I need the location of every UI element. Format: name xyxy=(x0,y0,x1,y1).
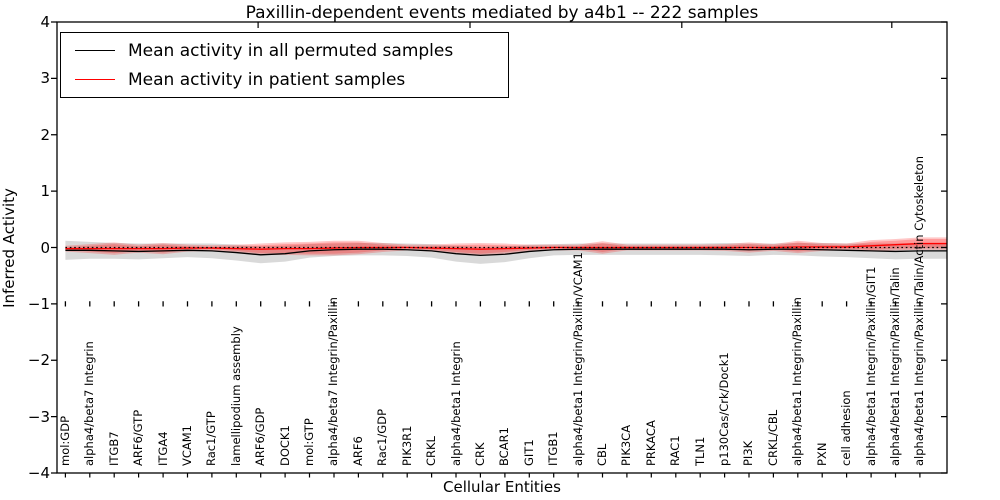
legend-box: Mean activity in all permuted samples Me… xyxy=(60,32,509,98)
axis-ticks xyxy=(51,21,947,478)
x-category-label: PIK3CA xyxy=(619,424,634,466)
x-category-label: DOCK1 xyxy=(277,425,292,466)
y-tick-label: 2 xyxy=(40,125,50,144)
x-category-label: alpha4/beta7 Integrin/Paxillin xyxy=(326,297,341,466)
permuted-std-band xyxy=(65,240,947,264)
patient-line-swatch xyxy=(75,79,115,80)
x-category-label: ARF6/GDP xyxy=(253,407,268,466)
x-category-label: CRK xyxy=(472,442,487,466)
x-category-label: mol:GTP xyxy=(302,418,317,466)
y-tick-label: −1 xyxy=(27,294,50,313)
x-category-label: PI3K xyxy=(741,440,756,466)
chart-title: Paxillin-dependent events mediated by a4… xyxy=(245,3,759,23)
x-category-label: alpha4/beta1 Integrin/Paxillin/GIT1 xyxy=(863,266,878,466)
x-axis-label: Cellular Entities xyxy=(443,478,561,496)
legend-item-permuted: Mean activity in all permuted samples xyxy=(61,36,508,65)
x-category-label: GIT1 xyxy=(521,439,536,466)
x-category-label: VCAM1 xyxy=(179,424,194,466)
x-category-label: cell adhesion xyxy=(839,390,854,466)
patient-std-band-inner xyxy=(65,239,947,254)
x-category-label: BCAR1 xyxy=(497,427,512,466)
x-category-label: alpha4/beta1 Integrin/Paxillin/Talin/Act… xyxy=(912,156,927,466)
legend-label-permuted: Mean activity in all permuted samples xyxy=(128,40,454,61)
x-category-label: alpha4/beta1 Integrin/Paxillin xyxy=(790,297,805,466)
x-category-label: alpha4/beta7 Integrin xyxy=(82,341,97,466)
x-category-label: RAC1 xyxy=(668,435,683,466)
x-category-label: ITGB7 xyxy=(106,431,121,466)
y-tick-label: −3 xyxy=(27,407,50,426)
x-category-label: lamellipodium assembly xyxy=(228,326,243,466)
permuted-line-swatch xyxy=(75,50,115,51)
x-category-label: CRKL xyxy=(424,436,439,466)
x-category-label: PRKACA xyxy=(643,420,658,466)
x-category-label: PIK3R1 xyxy=(399,425,414,467)
y-tick-label: 3 xyxy=(40,69,50,88)
x-category-label: p130Cas/Crk/Dock1 xyxy=(717,352,732,466)
legend-label-patient: Mean activity in patient samples xyxy=(128,69,406,90)
permuted-mean-line xyxy=(65,248,947,257)
x-category-label: Rac1/GTP xyxy=(204,411,219,466)
x-category-label: TLN1 xyxy=(692,436,707,466)
x-category-label: CBL xyxy=(595,443,609,466)
x-category-label: CRKL/CBL xyxy=(765,409,780,466)
x-category-label: mol:GDP xyxy=(57,415,72,466)
y-tick-label: −4 xyxy=(27,464,50,482)
y-tick-label: 4 xyxy=(40,13,50,31)
x-category-label: ITGB1 xyxy=(546,431,561,466)
x-category-label: PXN xyxy=(814,442,829,466)
y-tick-label: 1 xyxy=(40,182,50,201)
y-tick-label: −2 xyxy=(27,351,50,370)
x-category-label: ARF6 xyxy=(350,436,365,466)
category-marker-row xyxy=(64,301,921,307)
x-category-label: alpha4/beta1 Integrin/Paxillin/Talin xyxy=(887,267,902,466)
patient-std-band-outer xyxy=(65,237,947,256)
y-tick-label: 0 xyxy=(40,238,50,257)
x-category-label: alpha4/beta1 Integrin/Paxillin/VCAM1 xyxy=(570,252,585,466)
x-category-label: ARF6/GTP xyxy=(131,409,146,466)
x-category-label: Rac1/GDP xyxy=(375,408,390,466)
x-category-label: ITGA4 xyxy=(155,431,170,466)
x-category-label: alpha4/beta1 Integrin xyxy=(448,341,463,466)
legend-item-patient: Mean activity in patient samples xyxy=(61,65,508,94)
